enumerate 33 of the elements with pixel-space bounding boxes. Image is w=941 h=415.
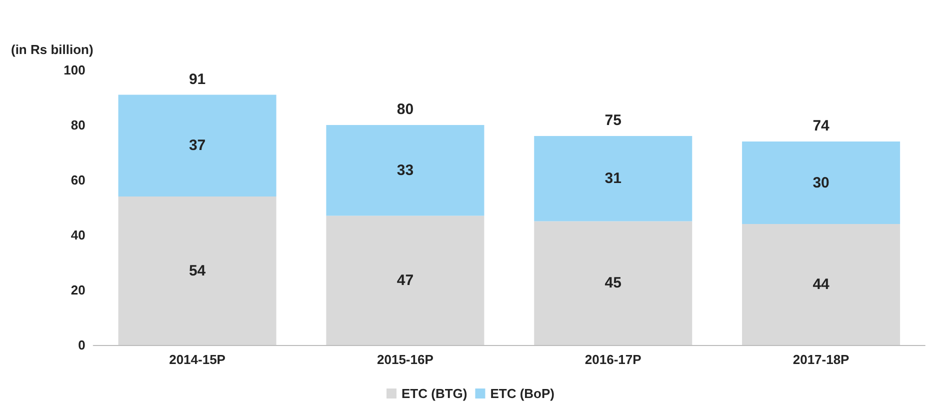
data-label: 54 bbox=[188, 262, 206, 280]
data-label: 45 bbox=[604, 274, 622, 292]
total-label: 75 bbox=[604, 112, 622, 129]
x-tick-label: 2016-17P bbox=[584, 352, 642, 367]
bar bbox=[118, 196, 276, 345]
y-axis-title: (in Rs billion) bbox=[10, 42, 94, 57]
y-tick-label: 0 bbox=[78, 338, 86, 352]
y-tick-label: 100 bbox=[64, 62, 86, 78]
bar bbox=[742, 142, 900, 224]
data-label: 44 bbox=[812, 276, 830, 293]
total-label: 74 bbox=[812, 118, 830, 134]
x-tick-label: 2015-16P bbox=[377, 352, 434, 367]
y-tick-label: 40 bbox=[70, 228, 86, 242]
data-label: 31 bbox=[604, 170, 622, 188]
total-label: 91 bbox=[188, 70, 206, 88]
data-label: 47 bbox=[396, 272, 414, 289]
legend-label: ETC (BTG) bbox=[402, 386, 468, 401]
y-tick-label: 20 bbox=[70, 282, 86, 298]
x-tick-label: 2014-15P bbox=[169, 352, 226, 367]
bar bbox=[118, 94, 276, 196]
bar bbox=[534, 136, 692, 222]
y-tick-label: 60 bbox=[70, 172, 86, 188]
x-tick-label: 2017-18P bbox=[792, 352, 850, 367]
total-label: 80 bbox=[396, 101, 414, 118]
legend-label: ETC (BoP) bbox=[490, 386, 554, 401]
bar bbox=[326, 216, 484, 345]
y-tick-label: 80 bbox=[70, 118, 86, 132]
bar bbox=[326, 125, 484, 216]
bar bbox=[742, 224, 900, 345]
data-label: 33 bbox=[396, 162, 414, 179]
data-label: 37 bbox=[188, 137, 206, 154]
data-label: 30 bbox=[812, 174, 830, 192]
bar bbox=[534, 221, 692, 345]
